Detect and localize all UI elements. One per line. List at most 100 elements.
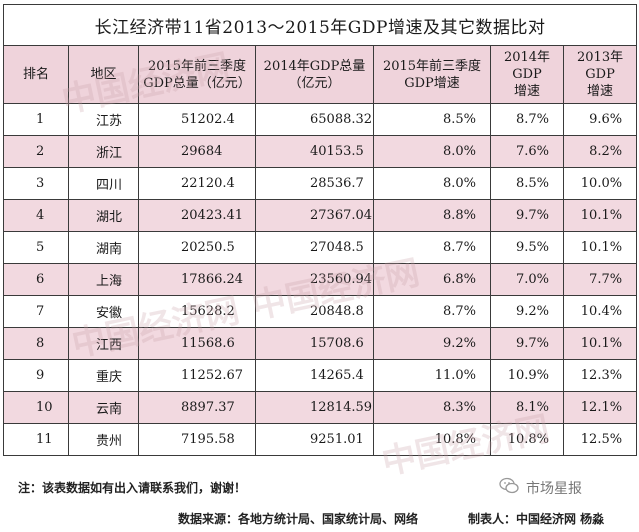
cell-gdp-2015-q3: 51202.4 (138, 103, 256, 136)
footer-source: 数据来源：各地方统计局、国家统计局、网络 (178, 512, 419, 526)
cell-growth-2013: 12.5% (562, 423, 638, 456)
cell-growth-2015-q3: 8.5% (373, 103, 491, 136)
cell-gdp-2014: 20848.8 (255, 295, 374, 328)
table-row: 2 浙江 29684 40153.5 8.0% 7.6% 8.2% (3, 135, 638, 168)
cell-gdp-2015-q3: 20423.41 (138, 199, 256, 232)
cell-growth-2015-q3: 8.7% (373, 295, 491, 328)
cell-rank: 7 (3, 295, 69, 328)
footer-note: 注：该表数据如有出入请联系我们，谢谢！ (18, 481, 247, 495)
cell-rank: 3 (3, 167, 69, 200)
cell-growth-2015-q3: 8.8% (373, 199, 491, 232)
header-growth-2015-q3: 2015年前三季度 GDP增速 (373, 45, 491, 104)
cell-growth-2014: 10.9% (490, 359, 564, 392)
cell-growth-2015-q3: 9.2% (373, 327, 491, 360)
cell-gdp-2014: 28536.7 (255, 167, 374, 200)
cell-gdp-2015-q3: 11252.67 (138, 359, 256, 392)
cell-region: 江苏 (68, 103, 139, 136)
table-row: 6 上海 17866.24 23560.94 6.8% 7.0% 7.7% (3, 263, 638, 296)
header-row: 排名 地区 2015年前三季度 GDP总量（亿元） 2014年GDP总量 （亿元） … (3, 45, 638, 104)
header-gdp-2014: 2014年GDP总量 （亿元） (255, 45, 374, 104)
cell-growth-2015-q3: 8.0% (373, 135, 491, 168)
cell-growth-2014: 9.7% (490, 327, 564, 360)
table-row: 3 四川 22120.4 28536.7 8.0% 8.5% 10.0% (3, 167, 638, 200)
cell-region: 湖南 (68, 231, 139, 264)
cell-gdp-2014: 9251.01 (255, 423, 374, 456)
cell-growth-2013: 7.7% (562, 263, 638, 296)
cell-growth-2015-q3: 8.7% (373, 231, 491, 264)
cell-rank: 11 (3, 423, 69, 456)
cell-growth-2014: 8.5% (490, 167, 564, 200)
cell-rank: 6 (3, 263, 69, 296)
cell-region: 贵州 (68, 423, 139, 456)
cell-region: 重庆 (68, 359, 139, 392)
cell-growth-2015-q3: 6.8% (373, 263, 491, 296)
cell-growth-2014: 9.5% (490, 231, 564, 264)
cell-gdp-2014: 15708.6 (255, 327, 374, 360)
cell-growth-2015-q3: 8.3% (373, 391, 491, 424)
cell-growth-2014: 7.0% (490, 263, 564, 296)
cell-growth-2015-q3: 8.0% (373, 167, 491, 200)
table-row: 5 湖南 20250.5 27048.5 8.7% 9.5% 10.1% (3, 231, 638, 264)
footer: 注：该表数据如有出入请联系我们，谢谢！ 市场星报 数据来源：各地方统计局、国家统… (0, 466, 639, 532)
cell-gdp-2015-q3: 15628.2 (138, 295, 256, 328)
table-body: 1 江苏 51202.4 65088.32 8.5% 8.7% 9.6% 2 浙江 29684 40… (3, 103, 638, 456)
cell-growth-2013: 10.0% (562, 167, 638, 200)
cell-gdp-2014: 27048.5 (255, 231, 374, 264)
cell-gdp-2015-q3: 8897.37 (138, 391, 256, 424)
wechat-icon (499, 477, 519, 494)
cell-growth-2015-q3: 11.0% (373, 359, 491, 392)
header-rank: 排名 (3, 45, 69, 104)
cell-growth-2014: 9.7% (490, 199, 564, 232)
cell-rank: 5 (3, 231, 69, 264)
cell-growth-2014: 8.1% (490, 391, 564, 424)
cell-region: 四川 (68, 167, 139, 200)
cell-growth-2014: 7.6% (490, 135, 564, 168)
table-row: 11 贵州 7195.58 9251.01 10.8% 10.8% 12.5% (3, 423, 638, 456)
cell-gdp-2015-q3: 22120.4 (138, 167, 256, 200)
gdp-comparison-document: 长江经济带11省2013～2015年GDP增速及其它数据比对 排名 地区 201… (2, 4, 638, 456)
cell-gdp-2015-q3: 20250.5 (138, 231, 256, 264)
cell-gdp-2015-q3: 17866.24 (138, 263, 256, 296)
table-row: 7 安徽 15628.2 20848.8 8.7% 9.2% 10.4% (3, 295, 638, 328)
cell-region: 安徽 (68, 295, 139, 328)
cell-region: 上海 (68, 263, 139, 296)
footer-maker: 制表人：中国经济网 杨淼 (468, 512, 605, 526)
cell-growth-2014: 9.2% (490, 295, 564, 328)
header-region: 地区 (68, 45, 139, 104)
table-row: 1 江苏 51202.4 65088.32 8.5% 8.7% 9.6% (3, 103, 638, 136)
cell-gdp-2014: 27367.04 (255, 199, 374, 232)
cell-growth-2013: 10.1% (562, 199, 638, 232)
cell-growth-2013: 12.3% (562, 359, 638, 392)
cell-rank: 4 (3, 199, 69, 232)
cell-rank: 2 (3, 135, 69, 168)
cell-growth-2014: 10.8% (490, 423, 564, 456)
table-row: 4 湖北 20423.41 27367.04 8.8% 9.7% 10.1% (3, 199, 638, 232)
table-row: 10 云南 8897.37 12814.59 8.3% 8.1% 12.1% (3, 391, 638, 424)
table-row: 8 江西 11568.6 15708.6 9.2% 9.7% 10.1% (3, 327, 638, 360)
cell-region: 云南 (68, 391, 139, 424)
cell-region: 江西 (68, 327, 139, 360)
cell-rank: 9 (3, 359, 69, 392)
cell-rank: 8 (3, 327, 69, 360)
cell-region: 湖北 (68, 199, 139, 232)
cell-gdp-2015-q3: 29684 (138, 135, 256, 168)
table-title: 长江经济带11省2013～2015年GDP增速及其它数据比对 (2, 4, 638, 46)
cell-growth-2013: 8.2% (562, 135, 638, 168)
table-row: 9 重庆 11252.67 14265.4 11.0% 10.9% 12.3% (3, 359, 638, 392)
cell-gdp-2014: 12814.59 (255, 391, 374, 424)
cell-gdp-2015-q3: 11568.6 (138, 327, 256, 360)
cell-growth-2013: 10.1% (562, 231, 638, 264)
gdp-table: 长江经济带11省2013～2015年GDP增速及其它数据比对 排名 地区 201… (2, 4, 638, 456)
cell-growth-2013: 12.1% (562, 391, 638, 424)
cell-growth-2013: 9.6% (562, 103, 638, 136)
cell-rank: 1 (3, 103, 69, 136)
cell-growth-2013: 10.1% (562, 327, 638, 360)
cell-gdp-2014: 23560.94 (255, 263, 374, 296)
header-growth-2014: 2014年GDP 增速 (490, 45, 564, 104)
header-growth-2013: 2013年GDP 增速 (562, 45, 638, 104)
cell-growth-2015-q3: 10.8% (373, 423, 491, 456)
cell-growth-2013: 10.4% (562, 295, 638, 328)
cell-gdp-2015-q3: 7195.58 (138, 423, 256, 456)
cell-rank: 10 (3, 391, 69, 424)
header-gdp-2015-q3: 2015年前三季度 GDP总量（亿元） (138, 45, 256, 104)
